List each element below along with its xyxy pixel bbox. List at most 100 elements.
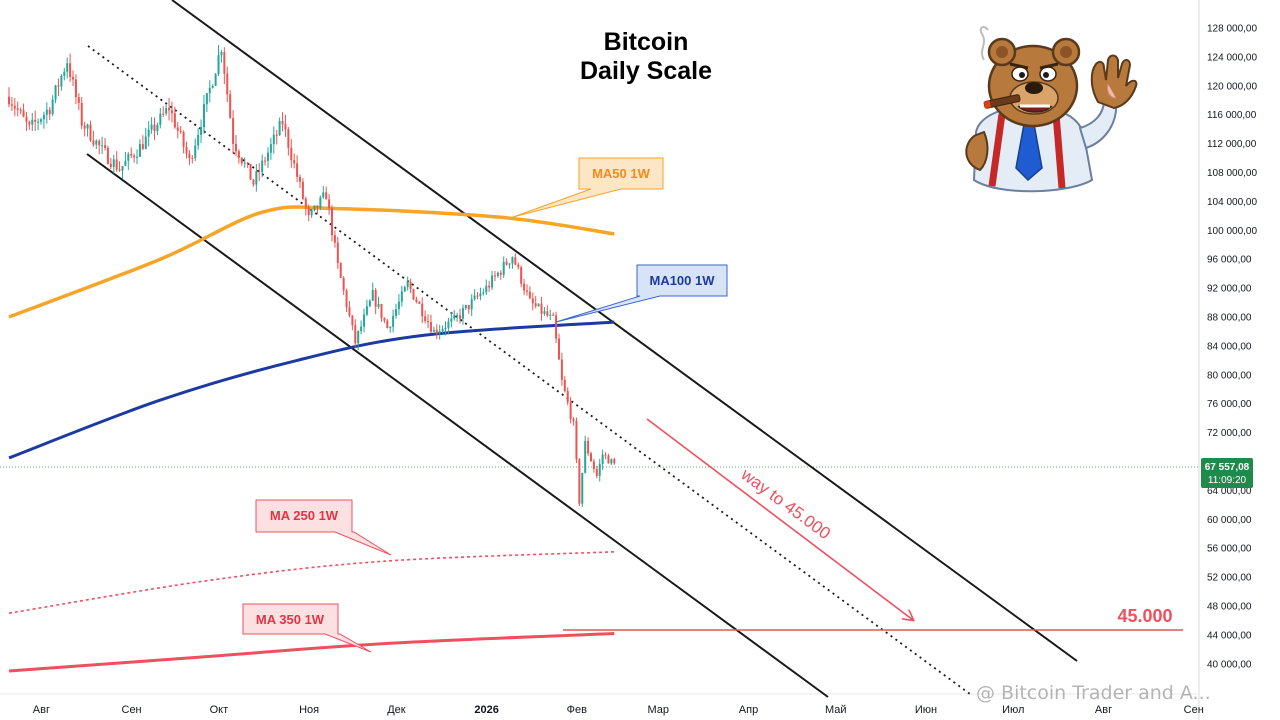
candle-body [421,303,424,317]
ma250-1w-line [8,551,615,614]
time-tick-label: Май [825,704,847,716]
candle-body [121,165,124,171]
candle-body [459,315,462,319]
candle-body [60,75,63,87]
candle-body [307,207,310,216]
candle-body [607,455,610,464]
price-tick-label: 128 000,00 [1207,24,1257,35]
candle-body [115,159,118,170]
way-to-target-arrow [646,418,913,620]
ma350-callout: MA 350 1W [242,603,372,653]
candle-body [86,124,89,129]
candle-body [124,160,127,166]
price-tick-label: 64 000,00 [1207,486,1252,497]
candle-body [223,52,226,74]
candle-body [505,261,508,265]
candlestick-series [8,45,616,507]
candle-body [243,162,246,164]
channel-lower-line [86,153,829,698]
current-price-tag: 67 557,08 11:09:20 [1201,458,1253,488]
candle-body [569,402,572,420]
candle-body [348,307,351,316]
candle-body [162,113,165,115]
candle-body [496,272,499,277]
price-tick-label: 72 000,00 [1207,428,1252,439]
ma100-callout: MA100 1W [555,264,728,323]
time-tick-label: Апр [739,704,758,716]
candle-body [229,94,232,119]
candle-body [205,93,208,105]
candle-body [153,124,156,132]
candle-body [325,192,328,200]
candle-body [517,264,520,268]
candle-body [28,121,31,125]
candle-body [48,109,51,115]
candle-body [595,468,598,476]
candle-body [118,169,121,171]
price-axis: 40 000,00 44 000,00 48 000,00 52 000,00 56 0… [1207,24,1257,671]
candle-body [328,199,331,209]
candle-body [479,293,482,297]
candle-body [537,303,540,307]
candle-body [258,171,261,173]
candle-body [232,118,235,144]
candle-body [415,299,418,302]
price-tick-label: 60 000,00 [1207,515,1252,526]
candle-body [22,110,25,117]
candle-body [514,257,517,265]
candle-body [182,131,185,147]
candle-body [493,275,496,277]
candle-body [566,391,569,403]
candle-body [523,283,526,291]
candle-body [13,105,16,109]
ma350-1w-line [8,632,615,673]
candle-body [470,299,473,310]
candle-body [133,155,136,158]
candle-body [438,331,441,334]
candle-body [284,124,287,130]
price-tick-label: 120 000,00 [1207,81,1257,92]
candle-body [467,304,470,310]
candle-body [354,325,357,344]
candle-body [290,147,293,161]
candle-body [16,108,19,110]
candle-body [57,85,60,87]
candle-body [296,163,299,177]
way-to-target-label: way to 45.000 [737,464,834,543]
price-tick-label: 44 000,00 [1207,630,1252,641]
candle-body [488,285,491,288]
target-label: 45.000 [1117,606,1172,626]
bear-mascot-icon [965,26,1138,193]
candle-body [313,205,316,211]
candle-body [563,379,566,392]
candle-body [234,143,237,152]
candle-body [101,145,104,147]
candle-body [363,314,366,327]
time-tick-label: Окт [210,704,229,716]
candle-body [249,164,252,180]
candle-body [342,277,345,291]
candle-body [590,453,592,462]
candle-body [170,110,173,114]
candle-body [106,147,109,164]
time-tick-label: Фев [567,704,587,716]
candle-body [293,160,296,164]
candle-body [424,316,427,322]
candle-body [380,304,383,319]
price-tick-label: 40 000,00 [1207,659,1252,670]
candle-body [19,109,22,111]
candle-body [333,235,336,243]
candle-body [287,129,290,148]
candle-body [208,87,211,94]
watermark: @ Bitcoin Trader and A... [976,682,1211,704]
candle-body [112,159,115,167]
candle-body [575,420,578,460]
candle-body [92,140,95,145]
candle-body [339,262,342,278]
price-tick-label: 52 000,00 [1207,573,1252,584]
price-tick-label: 104 000,00 [1207,197,1257,208]
candle-body [473,295,476,300]
candle-body [272,134,275,145]
candle-body [453,315,456,319]
